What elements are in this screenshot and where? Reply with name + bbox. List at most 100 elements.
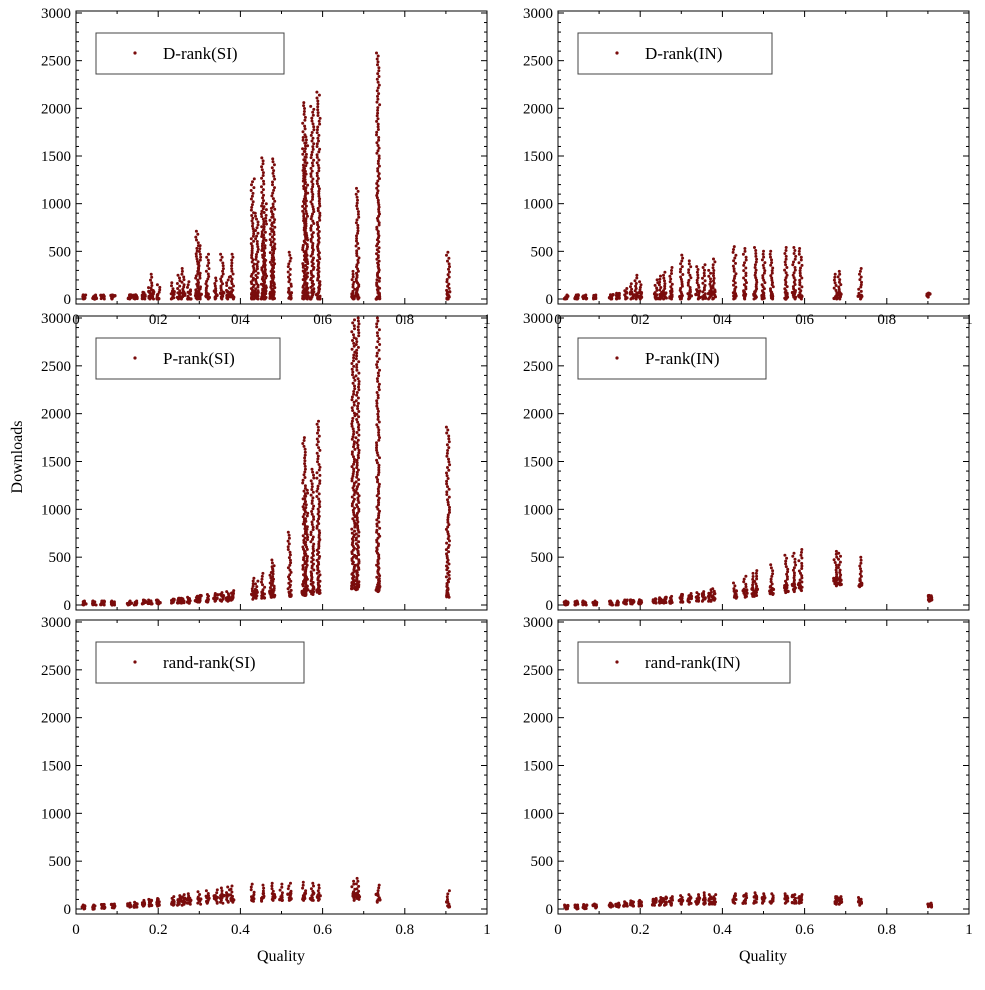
data-point bbox=[800, 556, 804, 560]
data-point bbox=[680, 253, 684, 257]
data-point bbox=[230, 277, 234, 281]
data-point bbox=[563, 601, 567, 605]
data-point bbox=[303, 470, 307, 474]
data-point bbox=[220, 275, 224, 278]
data-point bbox=[230, 269, 234, 273]
data-point bbox=[198, 276, 202, 280]
data-point bbox=[317, 492, 321, 496]
data-point bbox=[800, 561, 804, 565]
data-point bbox=[206, 597, 210, 602]
data-point bbox=[712, 271, 715, 275]
data-point bbox=[352, 353, 356, 357]
data-point bbox=[311, 185, 315, 189]
data-point bbox=[316, 206, 320, 210]
data-point bbox=[357, 428, 361, 432]
data-point bbox=[352, 344, 356, 348]
data-point bbox=[377, 357, 381, 361]
data-point bbox=[317, 139, 320, 143]
data-point bbox=[254, 582, 257, 586]
data-point bbox=[355, 251, 359, 255]
data-point bbox=[310, 560, 314, 564]
data-point bbox=[99, 602, 103, 607]
data-point bbox=[254, 257, 258, 261]
data-point bbox=[262, 236, 266, 240]
data-point bbox=[709, 277, 712, 281]
data-point bbox=[742, 263, 746, 267]
data-point bbox=[352, 882, 356, 886]
data-point bbox=[743, 898, 747, 903]
data-point bbox=[273, 242, 277, 246]
data-point bbox=[753, 290, 757, 294]
data-point bbox=[785, 293, 789, 297]
data-point bbox=[750, 587, 754, 591]
data-point bbox=[317, 216, 321, 220]
data-point bbox=[792, 573, 796, 577]
data-point bbox=[273, 218, 277, 222]
data-point bbox=[377, 296, 382, 301]
y-tick-label: 3000 bbox=[41, 615, 71, 631]
x-tick-label: 0.6 bbox=[795, 922, 814, 938]
y-tick-label: 0 bbox=[64, 902, 72, 918]
y-tick-label: 1500 bbox=[523, 759, 553, 775]
data-point bbox=[837, 287, 841, 291]
data-point bbox=[314, 293, 319, 297]
data-point bbox=[316, 297, 320, 301]
data-point bbox=[585, 903, 589, 907]
data-point bbox=[305, 527, 309, 531]
y-tick-label: 1000 bbox=[41, 502, 71, 518]
data-point bbox=[448, 505, 451, 509]
data-point bbox=[253, 292, 257, 296]
data-point bbox=[356, 325, 360, 329]
data-point bbox=[581, 905, 585, 910]
data-point bbox=[352, 430, 356, 433]
data-point bbox=[312, 158, 316, 162]
data-point bbox=[251, 234, 255, 238]
data-point bbox=[132, 295, 136, 299]
data-point bbox=[837, 269, 841, 273]
data-point bbox=[205, 899, 209, 904]
data-point bbox=[445, 253, 448, 257]
data-point bbox=[377, 136, 381, 139]
data-point bbox=[713, 260, 717, 264]
data-point bbox=[215, 895, 219, 900]
data-point bbox=[272, 577, 275, 581]
data-point bbox=[260, 574, 264, 578]
legend-marker bbox=[133, 660, 137, 664]
data-point bbox=[176, 898, 180, 902]
data-point bbox=[194, 254, 198, 258]
y-tick-label: 500 bbox=[531, 854, 554, 870]
data-point bbox=[745, 281, 748, 285]
data-point bbox=[304, 180, 307, 184]
data-point bbox=[229, 898, 233, 902]
data-point bbox=[448, 510, 451, 514]
data-point bbox=[352, 457, 356, 461]
data-point bbox=[181, 598, 185, 602]
data-point bbox=[303, 486, 307, 490]
data-point bbox=[286, 270, 290, 274]
data-point bbox=[230, 884, 234, 888]
data-point bbox=[315, 588, 319, 593]
data-point bbox=[689, 294, 693, 298]
data-point bbox=[251, 180, 254, 184]
data-point bbox=[134, 601, 139, 605]
data-point bbox=[303, 484, 307, 488]
data-point bbox=[375, 322, 379, 326]
data-point bbox=[311, 507, 315, 511]
data-point bbox=[301, 209, 305, 213]
data-point bbox=[306, 271, 310, 275]
data-point bbox=[353, 327, 356, 331]
data-point bbox=[311, 145, 315, 149]
data-point bbox=[351, 339, 354, 342]
data-point bbox=[375, 443, 379, 447]
data-point bbox=[315, 548, 319, 552]
y-tick-label: 2500 bbox=[523, 54, 553, 70]
data-point bbox=[176, 273, 180, 277]
data-point bbox=[260, 225, 264, 229]
data-point bbox=[790, 582, 795, 587]
data-point bbox=[760, 297, 764, 301]
data-point bbox=[355, 470, 359, 474]
data-point bbox=[303, 467, 307, 471]
data-point bbox=[230, 258, 234, 262]
data-point bbox=[309, 228, 313, 232]
data-point bbox=[770, 574, 774, 578]
